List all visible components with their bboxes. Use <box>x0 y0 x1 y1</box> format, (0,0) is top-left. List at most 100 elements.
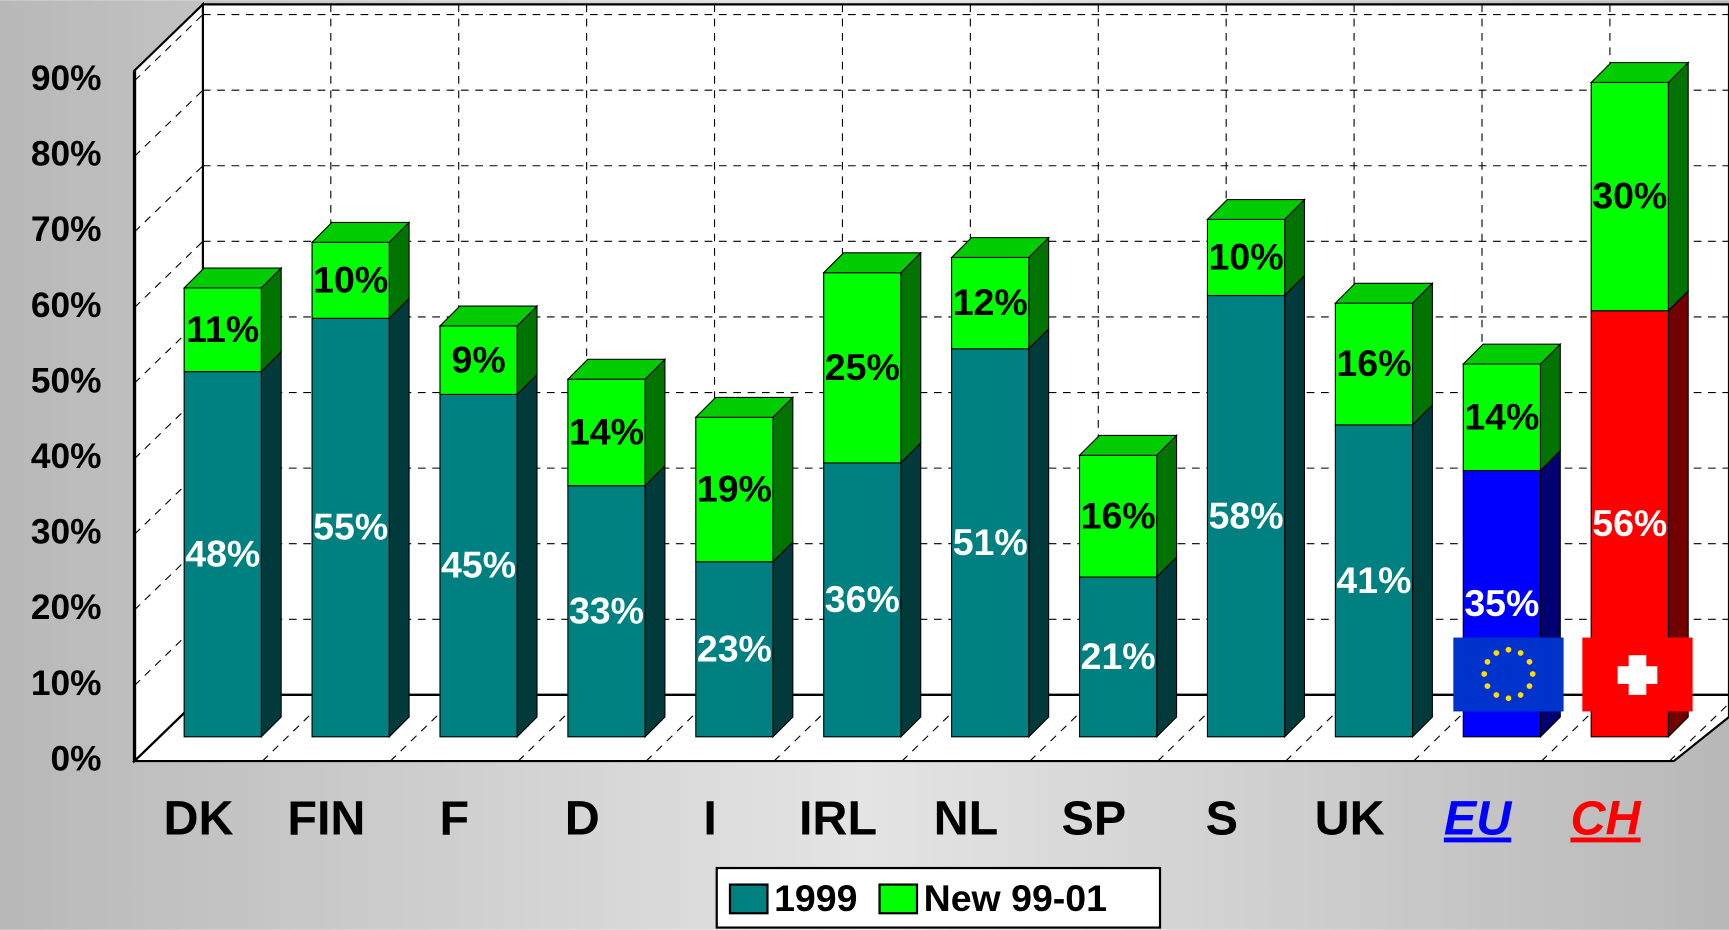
bar-side <box>644 358 666 488</box>
value-label: 12% <box>953 281 1028 323</box>
bar-side <box>900 441 922 739</box>
bar-top <box>1461 343 1562 365</box>
bar-side <box>516 373 538 739</box>
bar-top <box>310 221 411 243</box>
y-tick-label: 90% <box>31 59 102 98</box>
bar <box>439 393 518 738</box>
x-tick-label: UK <box>1315 792 1385 846</box>
bar-side <box>1539 342 1561 472</box>
bar-side <box>1156 555 1178 739</box>
bar-side <box>644 464 666 739</box>
value-label: 55% <box>313 506 388 548</box>
y-tick-label: 30% <box>31 513 102 552</box>
value-label: 21% <box>1081 635 1156 677</box>
flag-star <box>1493 650 1500 656</box>
grid-line <box>134 165 204 233</box>
value-label: 30% <box>1592 175 1667 217</box>
x-tick-label: D <box>565 792 600 846</box>
bar <box>1462 363 1541 472</box>
bar <box>951 348 1030 738</box>
value-label: 33% <box>569 589 644 631</box>
value-label: 36% <box>825 578 900 620</box>
bar-top <box>1589 62 1690 84</box>
x-tick-label: CH <box>1570 792 1641 846</box>
bar-side <box>1284 274 1306 739</box>
bar <box>567 378 646 487</box>
x-tick-label: NL <box>934 792 999 846</box>
bar <box>823 462 902 738</box>
eu-flag <box>1453 637 1564 712</box>
bar <box>439 325 518 395</box>
grid-line <box>134 89 204 157</box>
y-tick-label: 50% <box>31 361 102 400</box>
value-label: 23% <box>697 627 772 669</box>
bar-top <box>694 396 795 418</box>
value-label: 25% <box>825 346 900 388</box>
x-tick-label: F <box>439 792 469 846</box>
y-tick-label: 80% <box>31 135 102 174</box>
grid-line <box>134 240 204 308</box>
bar-top <box>566 358 667 380</box>
bar <box>1334 302 1414 426</box>
bar <box>183 287 262 373</box>
bar-top <box>438 305 539 327</box>
x-tick-label: IRL <box>799 792 877 846</box>
flag-star <box>1526 658 1533 665</box>
bar <box>823 272 902 464</box>
bar-side <box>1028 327 1050 739</box>
value-label: 11% <box>186 308 259 350</box>
bar-top <box>950 237 1050 259</box>
y-tick-label: 0% <box>50 739 101 778</box>
bar-side <box>1156 434 1178 579</box>
value-label: 9% <box>451 338 505 380</box>
legend-label: New 99-01 <box>924 877 1107 919</box>
y-tick-label: 60% <box>31 286 102 325</box>
bar-side <box>260 350 282 739</box>
bar <box>1590 81 1669 312</box>
legend-box <box>715 866 1162 929</box>
value-label: 16% <box>1081 494 1156 536</box>
legend-swatch <box>878 883 919 915</box>
y-tick-label: 70% <box>31 210 102 249</box>
flag-star <box>1517 692 1524 698</box>
bar-side <box>772 396 794 564</box>
bar <box>1206 218 1286 297</box>
bar-top <box>182 267 283 289</box>
value-label: 14% <box>1464 395 1539 437</box>
value-label: 45% <box>441 544 516 586</box>
flag-star <box>1529 671 1536 677</box>
y-tick-label: 40% <box>31 437 102 476</box>
bar-top <box>822 252 923 274</box>
bar <box>567 485 646 738</box>
legend-swatch <box>728 883 769 915</box>
x-tick-label: I <box>703 792 716 846</box>
flag-star <box>1505 646 1512 653</box>
floor-line <box>1669 702 1729 762</box>
ch-flag <box>1582 637 1693 712</box>
bar-top <box>1334 282 1434 304</box>
flag-star <box>1481 671 1488 677</box>
flag-star <box>1526 683 1533 689</box>
x-tick-label: FIN <box>287 792 365 846</box>
value-label: 19% <box>697 468 772 510</box>
flag-star <box>1484 683 1491 689</box>
value-label: 35% <box>1464 582 1539 624</box>
bar-top <box>1206 199 1306 220</box>
x-tick-label: EU <box>1444 792 1513 846</box>
bar <box>951 256 1030 350</box>
labels: 0% 10% 20% 30% 40% 50% 60% 70% 80% 90% 48% 11% DK 55%… <box>31 59 1693 929</box>
bars <box>182 61 1690 739</box>
bar <box>311 317 390 738</box>
bar <box>1206 294 1286 738</box>
value-label: 16% <box>1336 342 1411 384</box>
bar-side <box>900 251 922 465</box>
y-tick-label: 20% <box>31 588 102 627</box>
bar-top <box>1078 434 1178 456</box>
flag-cross <box>1617 666 1658 684</box>
value-label: 48% <box>185 532 260 574</box>
legend: 1999 New 99-01 <box>715 866 1162 929</box>
bar <box>183 371 262 738</box>
x-tick-label: S <box>1206 792 1238 846</box>
bar <box>311 241 390 319</box>
